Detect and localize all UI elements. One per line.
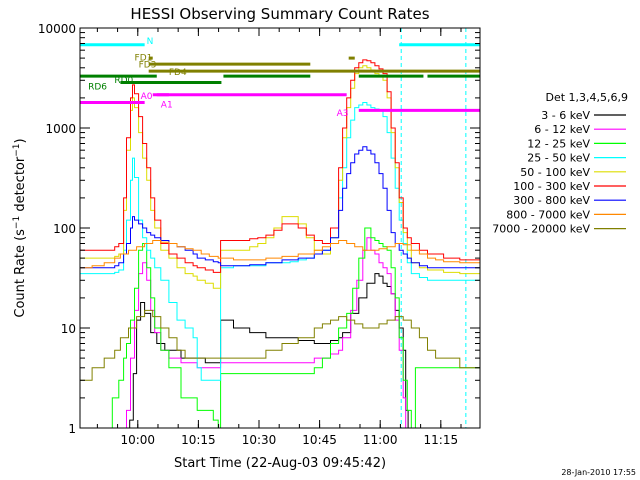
state-label-n: N: [147, 37, 154, 47]
series-line-1: [80, 237, 480, 429]
state-label-fd4: FD4: [169, 68, 187, 78]
legend-label-7: 800 - 7000 keV: [506, 208, 590, 221]
legend-label-3: 25 - 50 keV: [527, 152, 590, 165]
legend-label-4: 50 - 100 keV: [520, 166, 590, 179]
y-tick-label: 10000: [38, 22, 76, 36]
legend-label-6: 300 - 800 keV: [513, 194, 590, 207]
y-axis-label-text: Count Rate (s: [13, 229, 28, 318]
y-tick-label: 1000: [45, 122, 76, 136]
state-label-fd1: FD1: [135, 53, 153, 63]
x-tick-label: 10:45: [302, 433, 337, 447]
x-tick-label: 11:15: [424, 433, 459, 447]
x-tick-label: 10:00: [120, 433, 155, 447]
axis-ticks: 10:00 10:15 10:30 10:45 11:00 11:15 1 10 100 1000…: [38, 22, 480, 447]
legend-label-8: 7000 - 20000 keV: [492, 223, 590, 236]
legend-label-2: 12 - 25 keV: [527, 137, 590, 150]
x-axis-label: Start Time (22-Aug-03 09:45:42): [174, 456, 386, 471]
series-line-7: [80, 240, 480, 269]
x-tick-label: 10:15: [181, 433, 216, 447]
y-tick-label: 10: [61, 322, 76, 336]
legend-label-1: 6 - 12 keV: [534, 123, 590, 136]
y-axis-label: Count Rate (s−1 detector−1): [12, 138, 28, 317]
legend-label-0: 3 - 6 keV: [541, 109, 590, 122]
state-label-rd0: RD0: [114, 76, 133, 86]
state-label-a1: A1: [161, 101, 173, 111]
state-label-a3: A3: [337, 109, 349, 119]
series-line-6: [80, 146, 480, 269]
legend-label-5: 100 - 300 keV: [513, 180, 590, 193]
y-axis-label-mid: detector: [13, 156, 28, 216]
y-axis-label-exp2: −1: [12, 143, 22, 156]
series-line-8: [80, 309, 480, 381]
state-label-rd6: RD6: [88, 83, 107, 93]
state-label-fd3: FD3: [139, 61, 157, 71]
legend-title: Det 1,3,4,5,6,9: [545, 91, 628, 104]
y-axis-label-exp1: −1: [12, 216, 22, 229]
x-tick-label: 11:00: [363, 433, 398, 447]
state-label-a0: A0: [141, 92, 153, 102]
footer-timestamp: 28-Jan-2010 17:55: [561, 468, 636, 477]
y-tick-label: 100: [53, 222, 76, 236]
y-tick-label: 1: [68, 422, 76, 436]
series-line-5: [80, 59, 480, 273]
chart-title: HESSI Observing Summary Count Rates: [130, 5, 429, 23]
series-line-2: [80, 227, 480, 429]
x-tick-label: 10:30: [242, 433, 277, 447]
series-line-3: [80, 102, 480, 381]
y-axis-label-end: ): [13, 138, 28, 143]
